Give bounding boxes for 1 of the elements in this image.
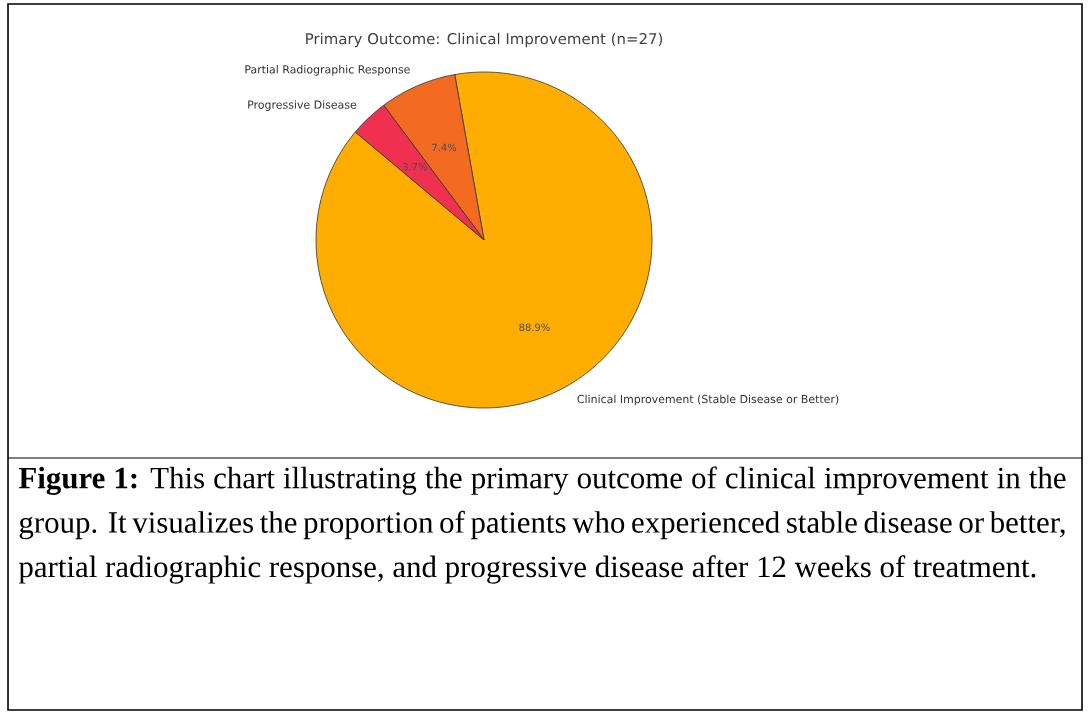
text: Figure 1: This chart illustrating the primary outcome of clinical improvement in the group. It visualizes the proportion of patients who experienced stable disease or better, partial radiographic response, and progressive disease after 12 weeks of treatment.	[18, 466, 1066, 584]
